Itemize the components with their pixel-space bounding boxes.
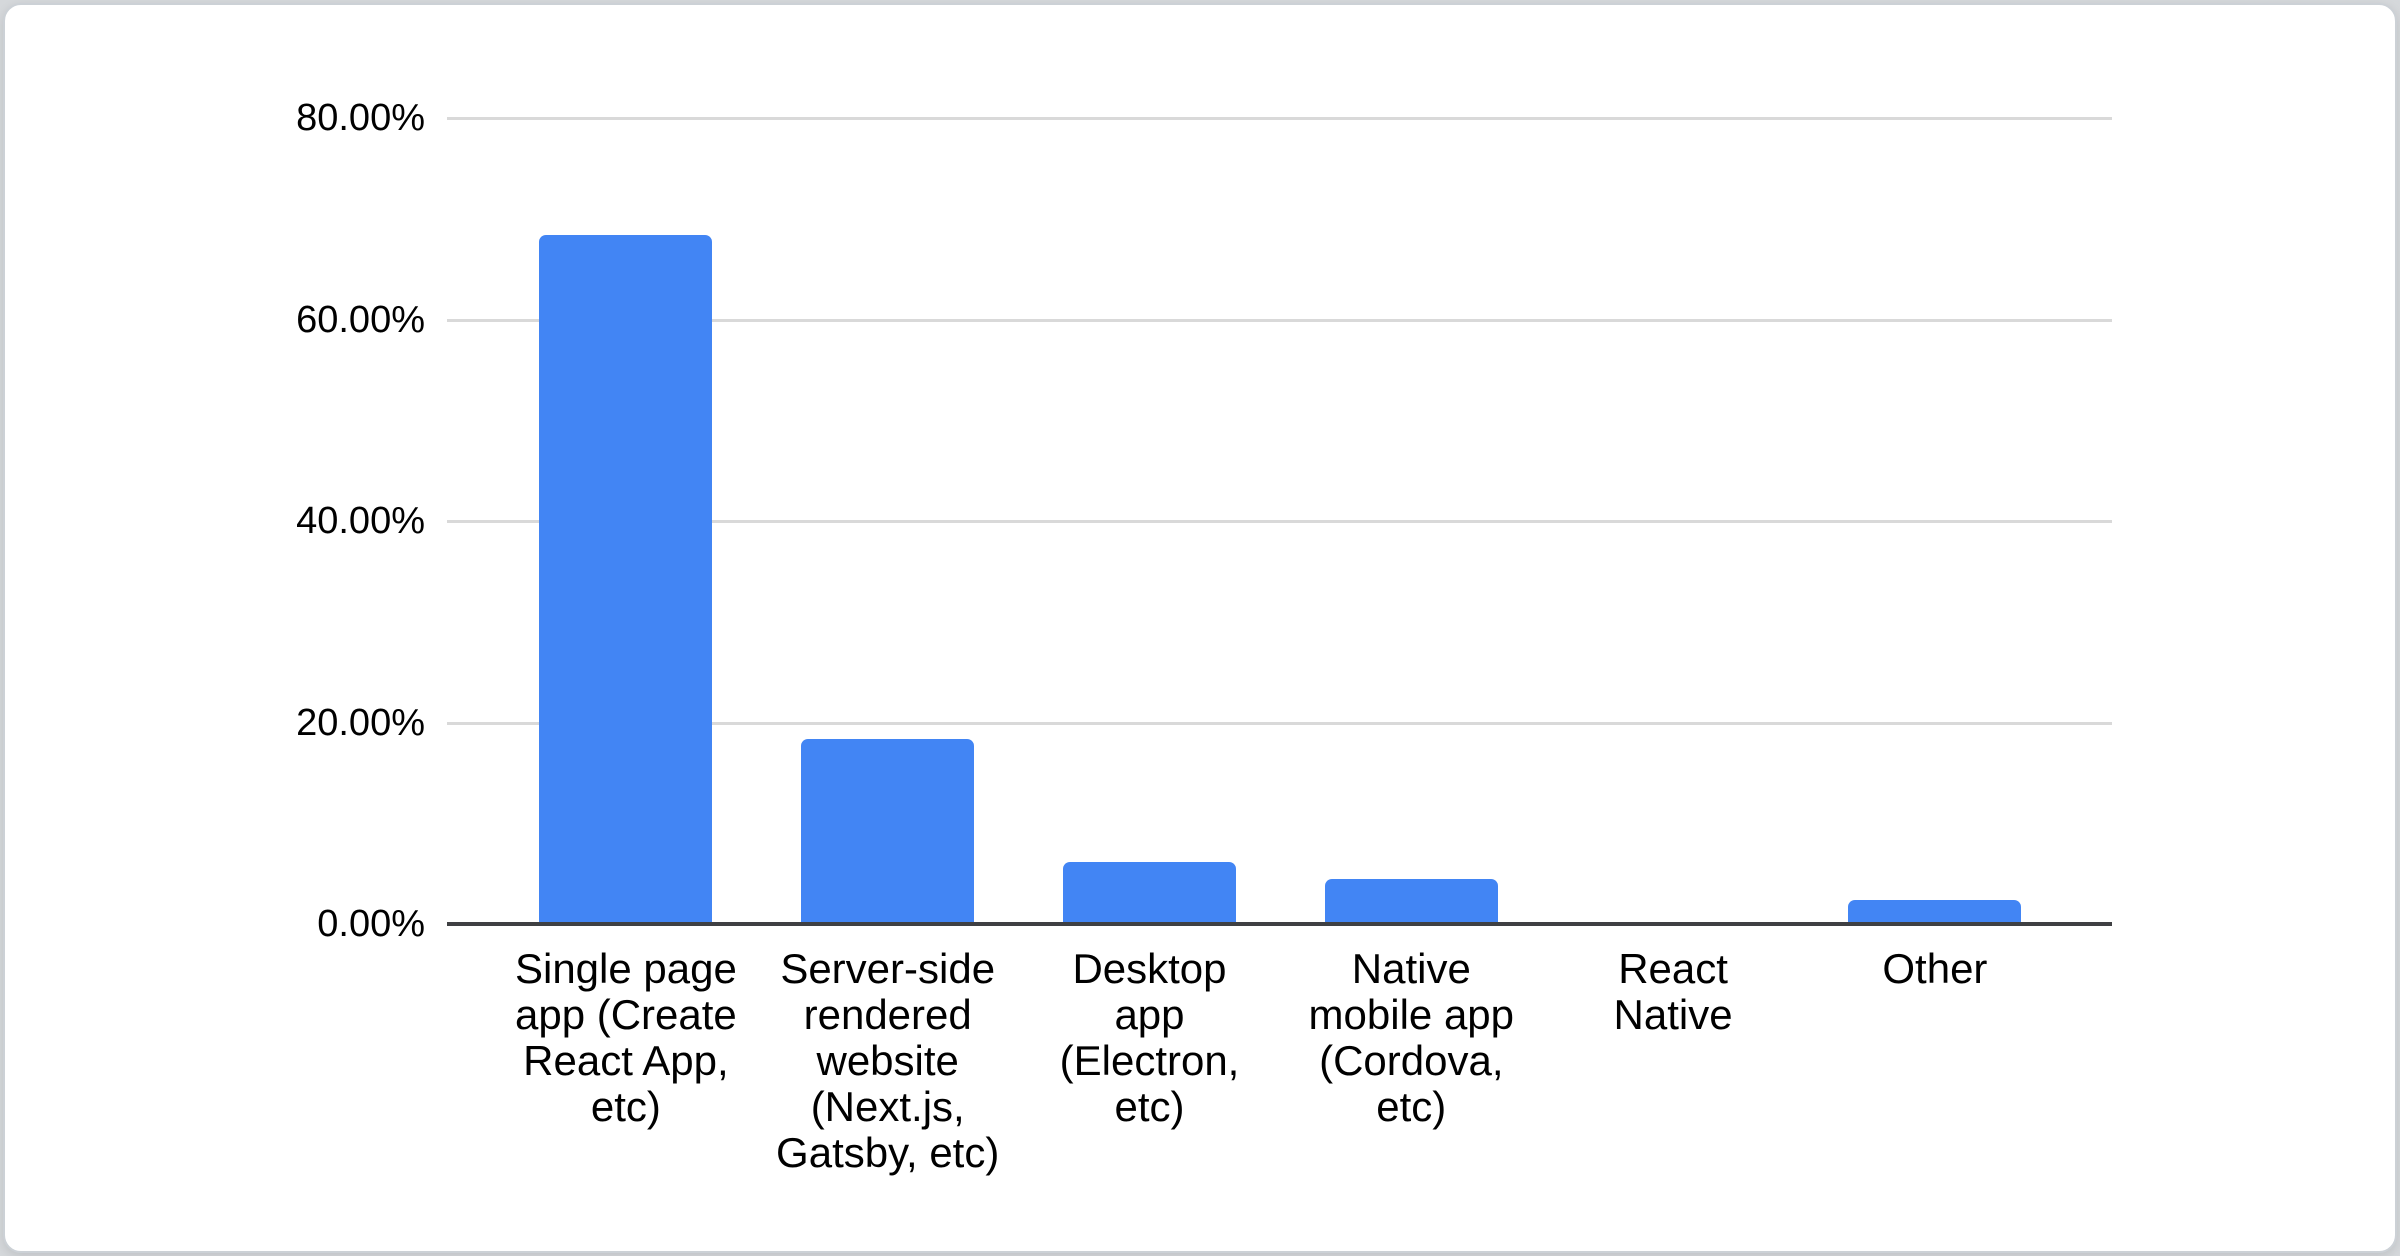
x-axis-category-label: Other bbox=[1882, 945, 1988, 992]
y-axis-tick-label: 60.00% bbox=[296, 298, 425, 341]
y-axis-tick-label: 40.00% bbox=[296, 500, 425, 542]
y-axis-tick-label: 80.00% bbox=[296, 97, 425, 139]
x-axis-category-label: Server-side rendered website (Next.js, G… bbox=[776, 945, 1000, 1176]
bar[interactable] bbox=[801, 738, 975, 924]
y-axis-tick-label: 0.00% bbox=[317, 903, 425, 945]
chart-card: 0.00% 20.00% 40.00% 60.00% 80.00% Single page… bbox=[3, 3, 2397, 1253]
x-axis-category-label: Desktop app (Electron, etc) bbox=[1059, 945, 1240, 1130]
x-axis-category-label: React Native bbox=[1613, 945, 1733, 1038]
bar[interactable] bbox=[1848, 899, 2022, 924]
gridline bbox=[447, 520, 2112, 523]
x-axis-category-label: Single page app (Create React App, etc) bbox=[514, 945, 737, 1130]
bar[interactable] bbox=[1324, 878, 1498, 924]
bar-chart: 0.00% 20.00% 40.00% 60.00% 80.00% Single page… bbox=[5, 5, 2395, 1251]
y-axis-tick-label: 20.00% bbox=[296, 701, 425, 744]
x-axis-line bbox=[447, 922, 2112, 926]
bar[interactable] bbox=[1063, 861, 1236, 924]
x-axis-category-label: Native mobile app (Cordova, etc) bbox=[1308, 945, 1515, 1130]
gridline bbox=[447, 117, 2112, 120]
bar[interactable] bbox=[539, 234, 713, 924]
gridline bbox=[447, 318, 2112, 322]
gridline bbox=[447, 721, 2112, 725]
